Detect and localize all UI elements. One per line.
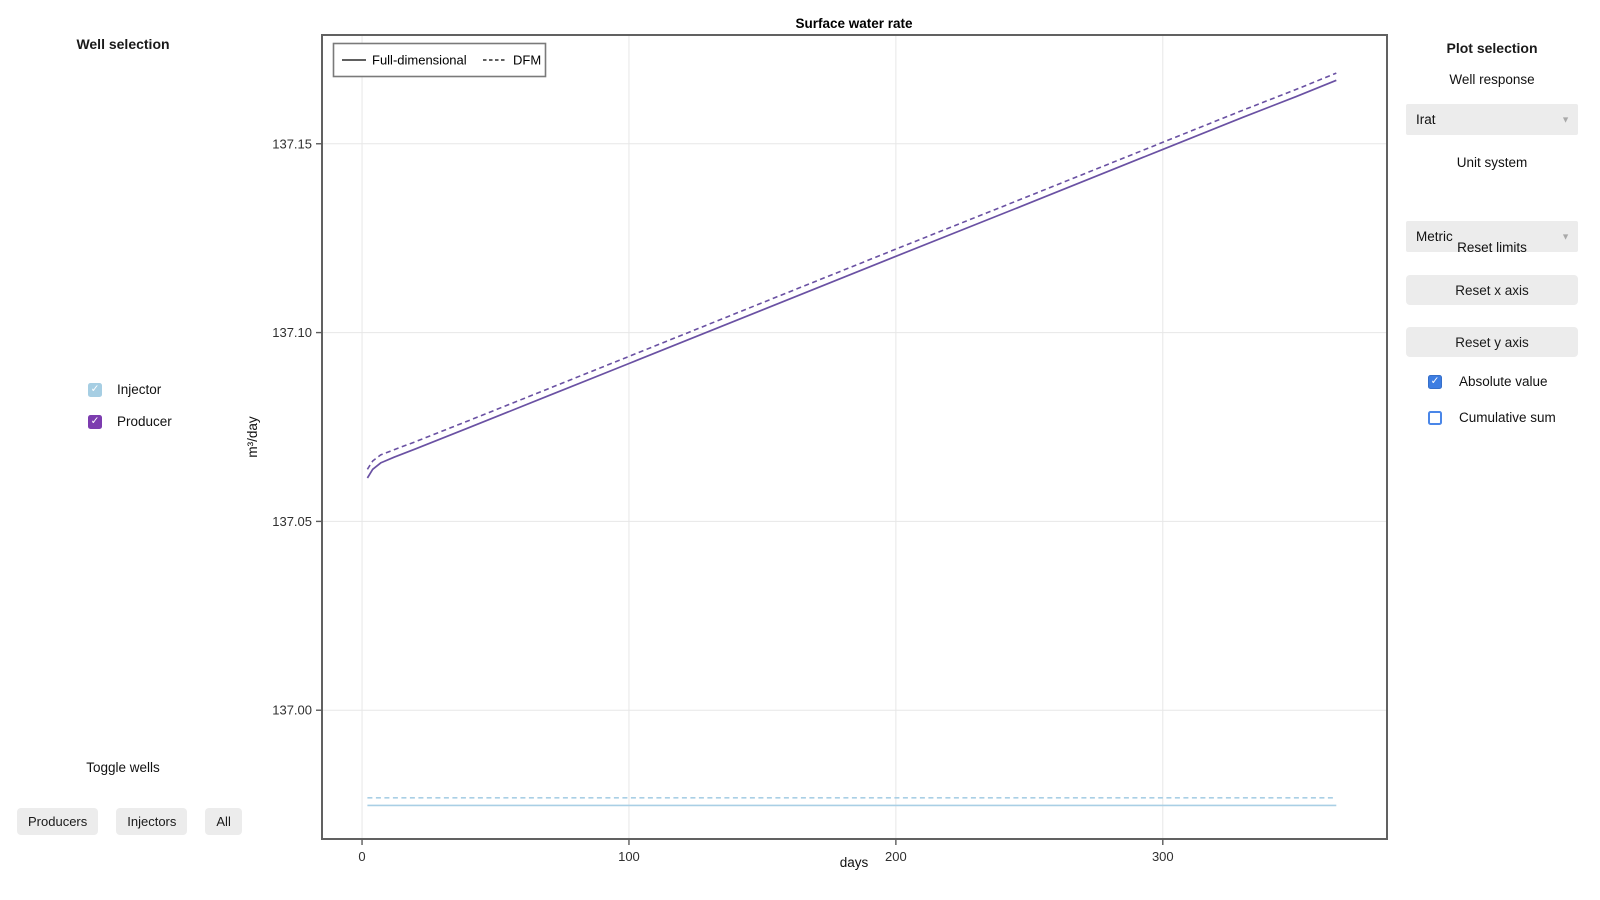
series-line-producer-dfm — [366, 72, 1337, 470]
well-response-label: Well response — [1449, 72, 1535, 87]
chart-title: Surface water rate — [795, 16, 913, 31]
well-selection-title: Well selection — [76, 36, 170, 52]
plot-area[interactable] — [321, 34, 1388, 840]
check-icon: ✓ — [1430, 375, 1440, 388]
y-axis-title: m³/day — [245, 416, 260, 458]
producers-button[interactable]: Producers — [17, 808, 99, 835]
reset-limits-label: Reset limits — [1457, 240, 1527, 255]
unit-system-label: Unit system — [1456, 155, 1528, 170]
absolute-value-checkbox-row[interactable]: ✓ Absolute value — [1428, 374, 1548, 389]
cumulative-sum-checkbox[interactable] — [1428, 410, 1442, 425]
y-tick-label: 137.10 — [272, 325, 312, 340]
series-lines — [366, 72, 1337, 807]
injector-checkbox[interactable]: ✓ — [88, 382, 102, 397]
producer-checkbox-row[interactable]: ✓ Producer — [88, 414, 172, 429]
x-tick-label: 0 — [358, 849, 365, 864]
y-tick-label: 137.15 — [272, 136, 312, 151]
plot-selection-panel: Plot selection Well response Irat ▼ Unit… — [1406, 0, 1578, 900]
cumulative-sum-checkbox-row[interactable]: Cumulative sum — [1428, 410, 1556, 425]
x-axis-title: days — [840, 855, 869, 870]
producer-checkbox[interactable]: ✓ — [88, 414, 102, 429]
plot-selection-title: Plot selection — [1446, 40, 1538, 56]
well-selection-panel: Well selection ✓ Injector ✓ Producer Tog… — [0, 0, 246, 900]
unit-system-value: Metric — [1416, 229, 1453, 244]
legend-entry-dfm: DFM — [513, 53, 541, 68]
x-tick-label: 200 — [885, 849, 907, 864]
absolute-value-checkbox[interactable]: ✓ — [1428, 374, 1442, 389]
y-tick-label: 137.05 — [272, 514, 312, 529]
x-tick-label: 100 — [618, 849, 640, 864]
legend-entry-full-dimensional: Full-dimensional — [372, 53, 467, 68]
y-tick-label: 137.00 — [272, 703, 312, 718]
check-icon: ✓ — [90, 415, 100, 428]
cumulative-sum-label: Cumulative sum — [1459, 410, 1556, 425]
injector-checkbox-row[interactable]: ✓ Injector — [88, 382, 161, 397]
injectors-button[interactable]: Injectors — [116, 808, 188, 835]
producer-checkbox-label: Producer — [117, 414, 172, 429]
unit-system-dropdown[interactable]: Metric ▼ — [1406, 221, 1578, 252]
chevron-down-icon: ▼ — [1561, 114, 1570, 125]
absolute-value-label: Absolute value — [1459, 374, 1548, 389]
series-line-producer-full-dimensional — [366, 79, 1337, 479]
well-response-dropdown[interactable]: Irat ▼ — [1406, 104, 1578, 135]
gridlines — [322, 35, 1387, 839]
chart: 0 100 200 300 137.00 137.05 137.10 137.15 Surfa… — [245, 16, 1388, 870]
legend: Full-dimensional DFM — [332, 42, 547, 78]
toggle-wells-label: Toggle wells — [86, 760, 160, 775]
reset-x-axis-button[interactable]: Reset x axis — [1406, 275, 1578, 305]
axis-ticks: 0 100 200 300 137.00 137.05 137.10 137.15 — [272, 136, 1173, 864]
toggle-wells-buttons: Producers Injectors All — [17, 808, 242, 835]
x-tick-label: 300 — [1152, 849, 1174, 864]
reset-y-axis-button[interactable]: Reset y axis — [1406, 327, 1578, 357]
legend-box — [332, 42, 547, 78]
check-icon: ✓ — [90, 383, 100, 396]
injector-checkbox-label: Injector — [117, 382, 162, 397]
well-response-value: Irat — [1416, 112, 1436, 127]
all-button[interactable]: All — [205, 808, 242, 835]
chevron-down-icon: ▼ — [1561, 231, 1570, 242]
